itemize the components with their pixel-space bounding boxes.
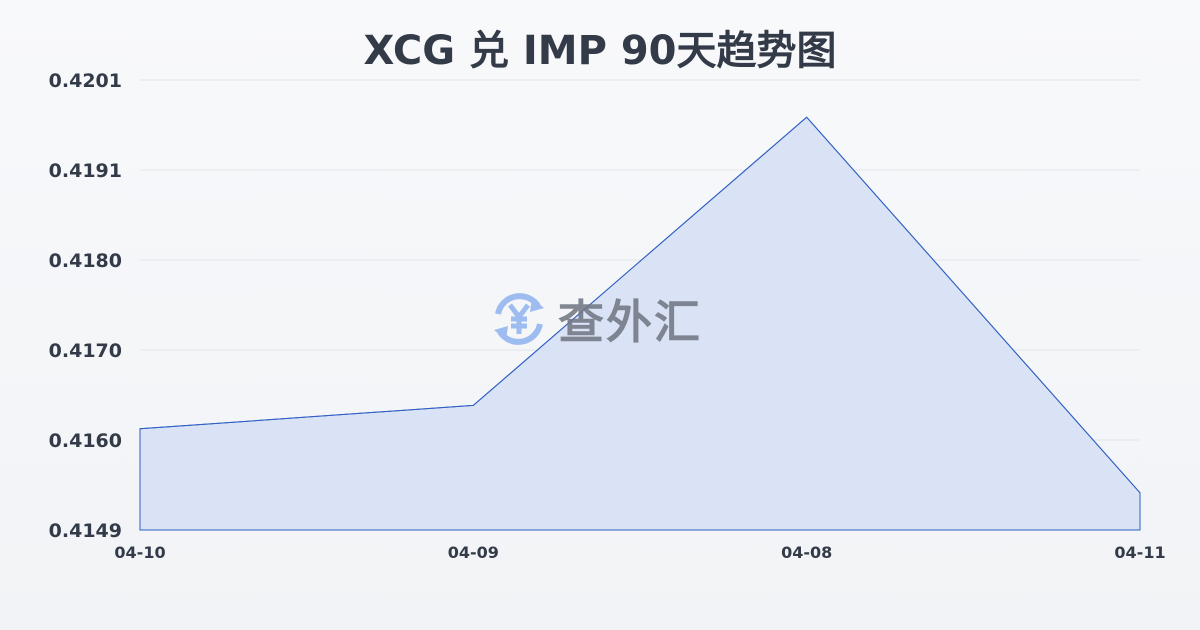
y-tick-label: 0.4149 (49, 520, 122, 542)
yen-exchange-icon (494, 293, 544, 345)
x-tick-label: 04-08 (781, 543, 832, 562)
y-tick-label: 0.4180 (49, 250, 122, 272)
y-tick-label: 0.4170 (49, 340, 122, 362)
y-tick-label: 0.4191 (49, 160, 122, 182)
watermark: 查外汇 (488, 286, 702, 352)
x-tick-label: 04-10 (114, 543, 165, 562)
y-tick-label: 0.4201 (49, 70, 122, 92)
x-tick-label: 04-09 (448, 543, 499, 562)
x-tick-label: 04-11 (1114, 543, 1165, 562)
data-point (139, 428, 141, 430)
data-point (1139, 492, 1141, 494)
data-point (472, 404, 474, 406)
chart-title: XCG 兑 IMP 90天趋势图 (363, 28, 837, 74)
series-line (139, 116, 1141, 494)
data-point (806, 116, 808, 118)
y-tick-label: 0.4160 (49, 430, 122, 452)
watermark-text: 查外汇 (558, 295, 702, 349)
